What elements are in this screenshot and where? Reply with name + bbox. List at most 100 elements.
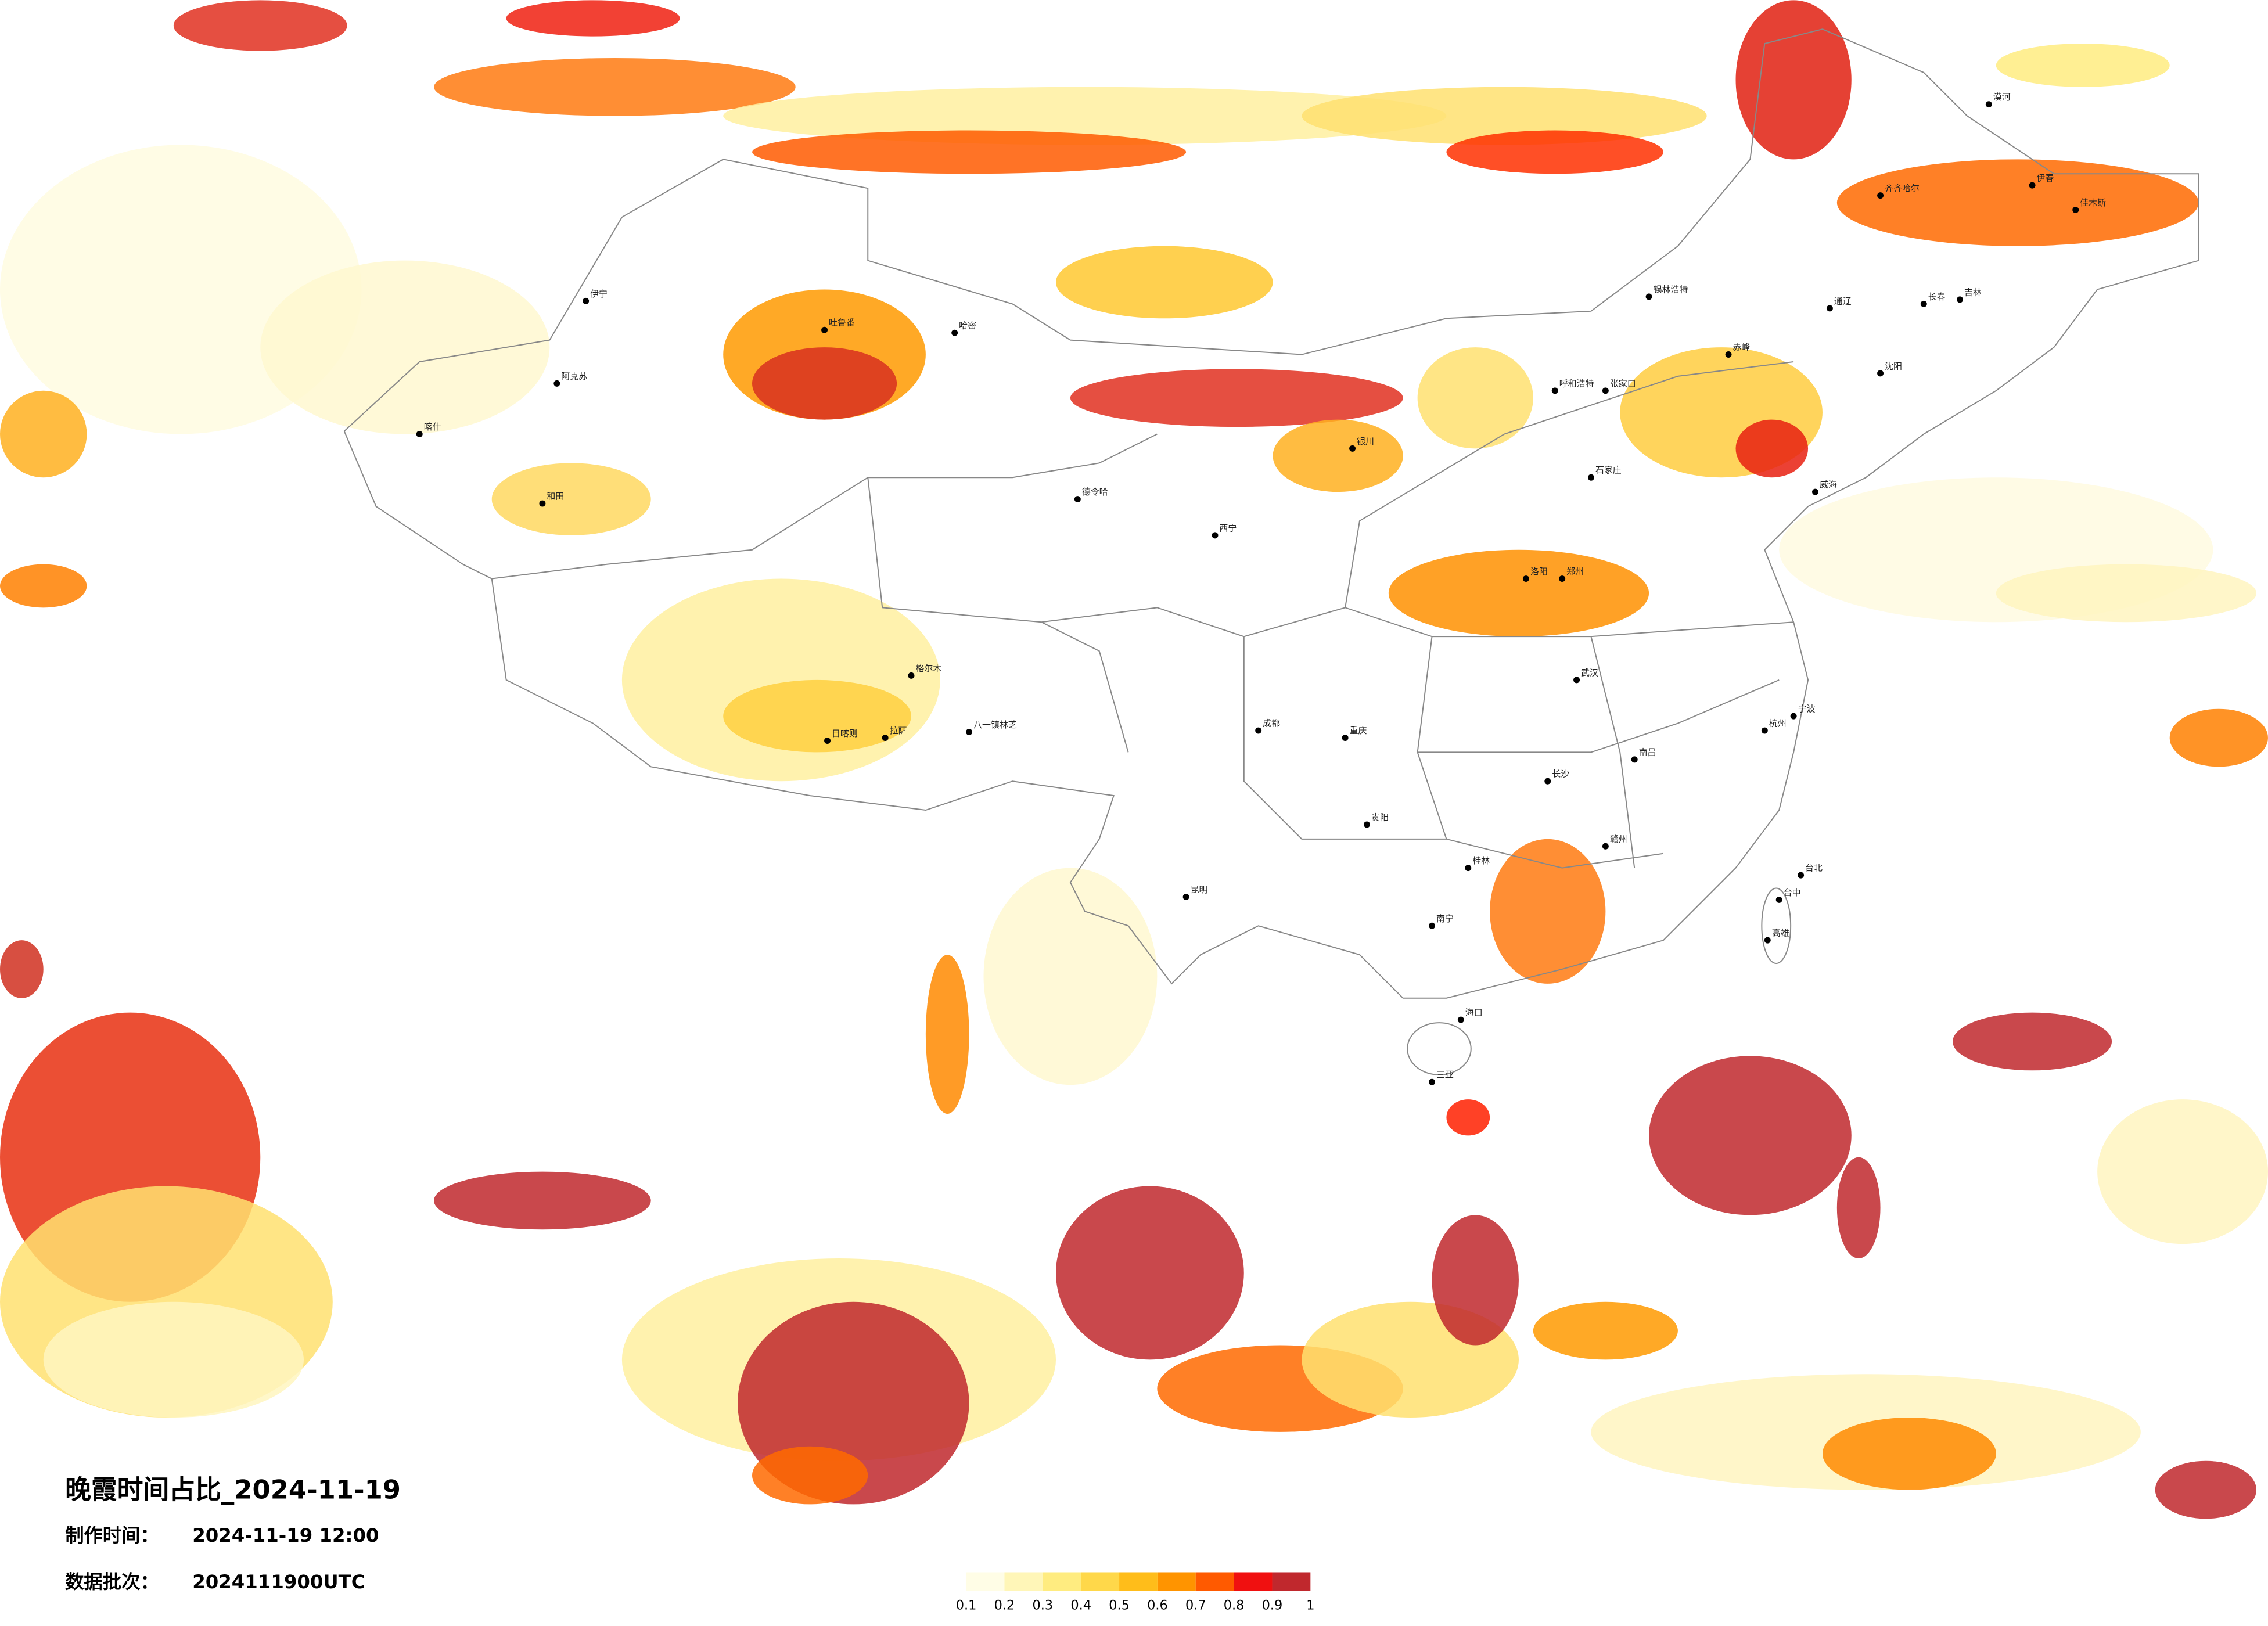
city-label: 长沙 xyxy=(1552,769,1569,779)
city-dot xyxy=(1551,387,1558,394)
city-label: 高雄 xyxy=(1772,928,1789,938)
city-dot xyxy=(821,326,828,333)
colorbar-cell xyxy=(1043,1572,1081,1591)
city-dot xyxy=(1877,370,1884,377)
heat-patch xyxy=(1388,549,1649,637)
city-label: 齐齐哈尔 xyxy=(1885,183,1920,193)
city-label: 佳木斯 xyxy=(2080,197,2106,208)
heat-patch xyxy=(491,463,651,535)
heat-patch xyxy=(983,868,1158,1085)
colorbar-cell xyxy=(1234,1572,1273,1591)
city-label: 八一镇林芝 xyxy=(973,720,1017,730)
city-label: 日喀则 xyxy=(832,728,858,739)
heat-patch xyxy=(2169,708,2268,767)
city-label: 拉萨 xyxy=(890,725,907,736)
heat-patch xyxy=(1822,1418,1996,1490)
colorbar-tick-label: 0.1 xyxy=(956,1598,977,1613)
city-dot xyxy=(1544,778,1551,785)
city-label: 杭州 xyxy=(1769,718,1787,729)
city-label: 张家口 xyxy=(1610,378,1636,388)
heat-patch xyxy=(1302,87,1707,145)
heat-patch xyxy=(0,940,44,998)
colorbar-cell xyxy=(966,1572,1005,1591)
heat-patch xyxy=(1836,1157,1881,1259)
city-dot xyxy=(2029,182,2036,189)
city-dot xyxy=(1602,387,1609,394)
city-label: 伊春 xyxy=(2037,173,2054,184)
city-dot xyxy=(951,329,958,336)
title: 晚霞时间占比_2024-11-19 xyxy=(65,1474,401,1505)
city-label: 吉林 xyxy=(1964,287,1982,297)
city-label: 石家庄 xyxy=(1595,465,1622,476)
heat-patch xyxy=(1056,1186,1244,1360)
made-time: 2024-11-19 12:00 xyxy=(192,1524,379,1546)
city-dot xyxy=(1645,293,1652,300)
city-dot xyxy=(1074,496,1081,503)
heat-patch xyxy=(752,130,1187,174)
heat-patch xyxy=(1649,1056,1852,1215)
heat-patch xyxy=(2155,1460,2257,1519)
city-dot xyxy=(1798,872,1805,879)
city-label: 德令哈 xyxy=(1082,487,1108,497)
colorbar: 0.1 0.2 0.3 0.4 0.5 0.6 0.7 0.8 0.9 1 xyxy=(956,1572,1314,1613)
colorbar-tick-label: 0.9 xyxy=(1262,1598,1283,1613)
city-dot xyxy=(1587,474,1594,481)
colorbar-tick-label: 0.8 xyxy=(1224,1598,1245,1613)
city-dot xyxy=(1465,865,1472,872)
province-lines xyxy=(491,361,1794,869)
country-outline xyxy=(343,28,2199,999)
colorbar-cell xyxy=(1081,1572,1120,1591)
city-dot xyxy=(1342,735,1349,741)
heat-patch xyxy=(1273,419,1403,492)
city-dot xyxy=(1812,488,1818,495)
city-dot xyxy=(1920,300,1927,307)
city-dot xyxy=(1255,727,1262,734)
heat-patch xyxy=(723,679,911,753)
heat-patch xyxy=(1446,1099,1490,1136)
city-label: 昆明 xyxy=(1191,884,1208,895)
city-label: 威海 xyxy=(1820,480,1837,490)
city-label: 南宁 xyxy=(1436,913,1454,924)
city-dot xyxy=(553,380,560,387)
colorbar-cell xyxy=(1157,1572,1196,1591)
colorbar-tick-label: 0.5 xyxy=(1109,1598,1130,1613)
taiwan xyxy=(1761,887,1792,965)
heat-patch xyxy=(506,0,680,37)
colorbar-cell xyxy=(1272,1572,1311,1591)
heat-patch xyxy=(723,87,1447,145)
city-label: 三亚 xyxy=(1436,1070,1454,1080)
heat-patch xyxy=(173,0,347,51)
city-dot xyxy=(1631,756,1638,763)
colorbar-tick-label: 0.6 xyxy=(1147,1598,1168,1613)
heat-patch xyxy=(1996,44,2170,87)
city-dot xyxy=(1790,713,1797,720)
city-label: 长春 xyxy=(1928,292,1946,302)
city-label: 宁波 xyxy=(1798,704,1816,714)
boundaries xyxy=(343,28,2199,1075)
heat-patch xyxy=(2097,1099,2268,1244)
heat-patch xyxy=(1056,246,1273,319)
city-dot xyxy=(1363,821,1370,828)
city-dot xyxy=(416,431,423,437)
colorbar-cell xyxy=(1195,1572,1234,1591)
heat-patch xyxy=(1432,1215,1519,1346)
city-label: 武汉 xyxy=(1581,667,1598,678)
heat-patch xyxy=(1735,419,1809,478)
city-dot xyxy=(1559,575,1566,582)
heat-patch xyxy=(1836,159,2199,246)
city-label: 呼和浩特 xyxy=(1559,378,1594,388)
city-label: 沈阳 xyxy=(1885,361,1902,371)
colorbar-tick-label: 0.2 xyxy=(994,1598,1015,1613)
city-dot xyxy=(1573,677,1580,684)
batch-label: 数据批次： xyxy=(65,1571,159,1593)
city-dot xyxy=(966,729,973,736)
city-label: 格尔木 xyxy=(915,663,941,674)
city-dot xyxy=(1182,893,1189,900)
city-dot xyxy=(824,737,831,744)
city-dot xyxy=(1429,922,1436,929)
heat-patch xyxy=(434,1171,651,1230)
city-dot xyxy=(1349,445,1356,452)
